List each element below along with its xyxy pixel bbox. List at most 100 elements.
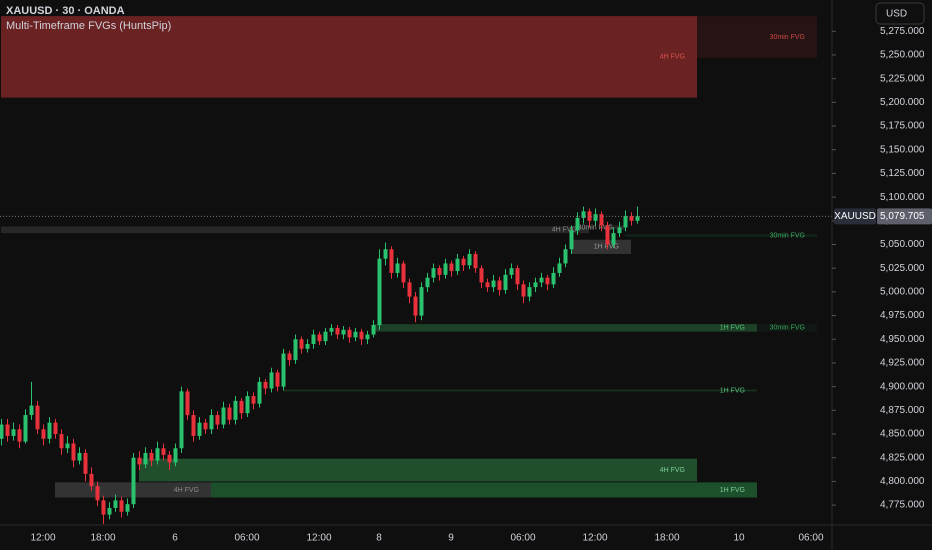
candle-body	[155, 448, 160, 461]
candle-body	[455, 258, 460, 272]
candle-body	[449, 263, 454, 272]
candle-body	[245, 396, 250, 414]
candle-body	[503, 274, 508, 290]
candle-body	[605, 225, 610, 245]
candle-body	[533, 282, 538, 288]
candle-body	[383, 249, 388, 259]
candle-body	[521, 284, 526, 297]
x-tick-label: 6	[172, 533, 178, 544]
candle-body	[473, 253, 478, 269]
candle-body	[53, 422, 58, 435]
candle-body	[371, 325, 376, 335]
candle-body	[95, 486, 100, 501]
candle-body	[65, 443, 70, 449]
chart-title: XAUUSD · 30 · OANDA	[6, 5, 125, 17]
candle-body	[113, 500, 118, 508]
candle-body	[401, 263, 406, 283]
y-tick-label: 5,025.000	[880, 263, 925, 274]
fvg-zone	[625, 234, 817, 237]
fvg-label: 1H FVG	[720, 487, 745, 494]
candle-body	[185, 391, 190, 416]
candle-body	[527, 287, 532, 297]
x-tick-label: 06:00	[510, 533, 535, 544]
candle-body	[425, 277, 430, 288]
fvg-zone	[697, 16, 817, 58]
y-tick-label: 5,050.000	[880, 239, 925, 250]
candle-body	[509, 268, 514, 275]
price-badge	[877, 208, 932, 225]
x-tick-label: 8	[376, 533, 382, 544]
candle-body	[293, 339, 298, 361]
candle-body	[539, 277, 544, 283]
symbol-label: XAUUSD	[834, 211, 876, 222]
fvg-zone	[139, 458, 697, 482]
candle-body	[311, 334, 316, 344]
fvg-label: 1H FVG	[720, 325, 745, 332]
candle-body	[593, 214, 598, 221]
currency-button[interactable]	[875, 2, 925, 25]
y-tick-label: 5,175.000	[880, 121, 925, 132]
candle-body	[365, 334, 370, 340]
candle-body	[389, 249, 394, 273]
y-tick-label: 4,775.000	[880, 500, 925, 511]
y-tick-label: 5,275.000	[880, 26, 925, 37]
y-tick-label: 5,150.000	[880, 144, 925, 155]
candle-body	[407, 282, 412, 297]
candle-body	[215, 415, 220, 425]
candle-body	[515, 268, 520, 285]
candle-body	[629, 216, 634, 221]
candle-body	[257, 381, 262, 404]
candle-body	[287, 353, 292, 361]
y-tick-label: 4,850.000	[880, 429, 925, 440]
candle-body	[233, 400, 238, 420]
candle-body	[119, 500, 124, 512]
candle-body	[359, 331, 364, 340]
candle-body	[131, 457, 136, 505]
candle-body	[485, 282, 490, 288]
candle-body	[329, 327, 334, 332]
candle-body	[419, 287, 424, 316]
candle-body	[305, 343, 310, 349]
candle-body	[263, 381, 268, 389]
fvg-label: 30min FVG	[578, 224, 613, 231]
candle-body	[635, 216, 640, 221]
candle-body	[275, 372, 280, 387]
candle-body	[107, 507, 112, 515]
candle-body	[251, 396, 256, 404]
candle-body	[191, 415, 196, 436]
fvg-label: 30min FVG	[770, 325, 805, 332]
fvg-label: 4H FVG	[552, 227, 577, 234]
candle-body	[317, 334, 322, 342]
candle-body	[89, 473, 94, 487]
candle-body	[587, 211, 592, 221]
candle-body	[353, 331, 358, 338]
currency-label[interactable]: USD	[886, 9, 907, 20]
candle-body	[179, 391, 184, 449]
fvg-label: 1H FVG	[594, 244, 619, 251]
x-tick-label: 9	[448, 533, 454, 544]
candle-body	[299, 339, 304, 349]
candle-body	[77, 452, 82, 461]
y-tick-label: 4,825.000	[880, 452, 925, 463]
last-price-label: 5,079.705	[880, 211, 925, 222]
candle-body	[467, 253, 472, 266]
candle-body	[563, 249, 568, 264]
x-tick-label: 10	[733, 533, 745, 544]
candle-body	[149, 452, 154, 461]
candle-body	[0, 424, 4, 439]
x-tick-label: 06:00	[234, 533, 259, 544]
candle-body	[491, 280, 496, 288]
candle-body	[143, 452, 148, 465]
candle-body	[137, 457, 142, 465]
fvg-zone	[1, 226, 589, 234]
candle-body	[545, 277, 550, 285]
fvg-zone	[571, 239, 631, 254]
candle-body	[617, 227, 622, 234]
candle-body	[83, 452, 88, 474]
fvg-zone	[283, 389, 757, 392]
chart-subtitle: Multi-Timeframe FVGs (HuntsPip)	[6, 20, 171, 32]
candle-body	[71, 443, 76, 461]
candle-body	[167, 454, 172, 463]
candle-body	[599, 214, 604, 226]
